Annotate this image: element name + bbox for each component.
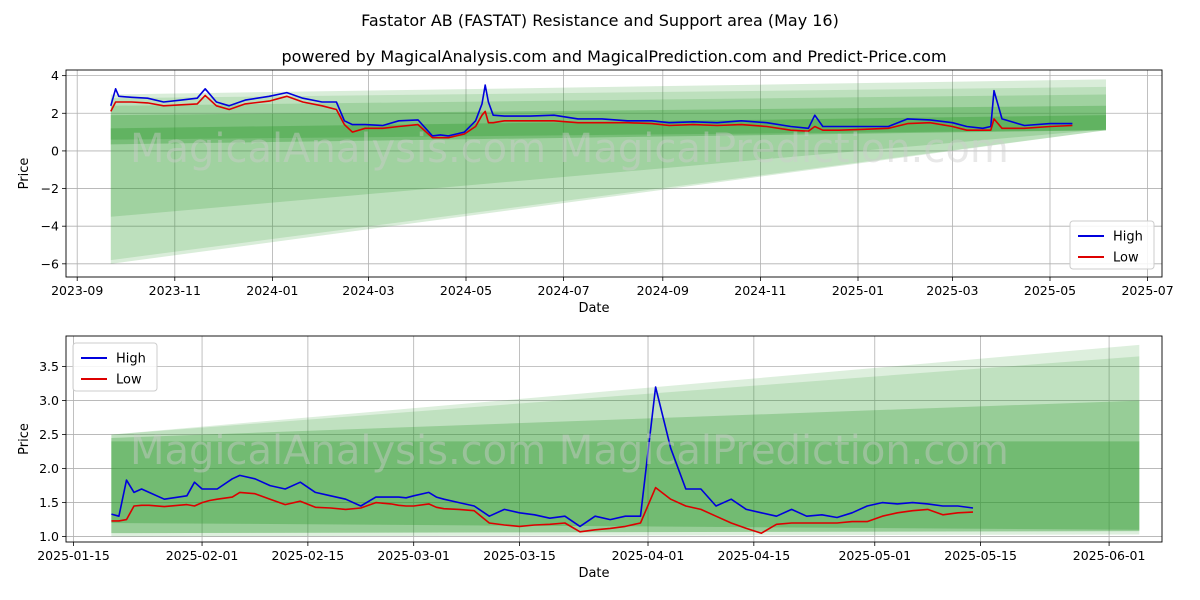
- y-axis-label: Price: [17, 423, 32, 455]
- legend-label-high: High: [116, 352, 146, 367]
- y-tick-label: 0: [51, 143, 59, 158]
- plot-frame: [65, 335, 1163, 543]
- bottom-panel: 2025-01-15 2025-02-01 2025-02-15 2025-03-01…: [17, 335, 1163, 581]
- y-tick-label: 1.0: [39, 529, 59, 544]
- x-tick-label: 2024-05: [440, 283, 492, 298]
- x-tick-label: 2025-05-15: [944, 548, 1017, 563]
- legend-box: [72, 342, 158, 392]
- x-tick-label: 2024-09: [637, 283, 689, 298]
- x-tick-label: 2025-05-01: [838, 548, 911, 563]
- x-tick-label: 2025-07: [1121, 283, 1173, 298]
- x-tick-label: 2025-03-15: [483, 548, 556, 563]
- top-panel: 2023-09 2023-11 2024-01 2024-03 2024-05 2024-…: [17, 68, 1174, 316]
- x-tick-label: 2025-02-01: [166, 548, 239, 563]
- x-tick-label: 2024-03: [342, 283, 394, 298]
- x-tick-label: 2023-09: [51, 283, 103, 298]
- support-resistance-band: [111, 344, 1140, 537]
- x-tick-label: 2025-04-01: [612, 548, 685, 563]
- legend-label-low: Low: [116, 373, 142, 388]
- x-axis-label: Date: [578, 566, 609, 581]
- chart-subtitle: powered by MagicalAnalysis.com and Magic…: [281, 47, 946, 66]
- legend-label-low: Low: [1113, 251, 1139, 266]
- y-tick-label: −4: [41, 219, 59, 234]
- legend: High Low: [72, 342, 158, 392]
- legend-box: [1069, 220, 1155, 270]
- y-tick-label: −2: [41, 181, 59, 196]
- y-tick-label: −6: [41, 256, 59, 271]
- x-tick-label: 2025-04-15: [718, 548, 791, 563]
- watermark-top: MagicalAnalysis.com MagicalPrediction.co…: [130, 126, 1009, 172]
- y-tick-label: 2.0: [39, 461, 59, 476]
- y-tick-label: 3.5: [39, 359, 59, 374]
- y-axis-label: Price: [17, 158, 32, 190]
- legend: High Low: [1069, 220, 1155, 270]
- x-tick-label: 2023-11: [149, 283, 201, 298]
- support-resistance-band: [111, 441, 1140, 530]
- y-tick-label: 2: [51, 106, 59, 121]
- x-tick-label: 2025-02-15: [272, 548, 345, 563]
- x-tick-label: 2024-11: [734, 283, 786, 298]
- x-tick-label: 2025-01-15: [37, 548, 110, 563]
- y-tick-label: 2.5: [39, 427, 59, 442]
- x-axis-label: Date: [578, 301, 609, 316]
- high-series-line: [110, 84, 1073, 137]
- y-tick-label: 1.5: [39, 495, 59, 510]
- plot-frame: [65, 69, 1163, 278]
- support-resistance-band: [110, 79, 1107, 264]
- y-tick-label: 3.0: [39, 393, 59, 408]
- x-tick-label: 2025-03: [926, 283, 978, 298]
- low-series-line: [110, 94, 1073, 139]
- support-resistance-band: [111, 356, 1140, 534]
- x-tick-label: 2025-06-01: [1073, 548, 1146, 563]
- band-group: [111, 344, 1140, 537]
- series-group: [110, 84, 1073, 139]
- series-group: [111, 386, 974, 535]
- chart-title: Fastator AB (FASTAT) Resistance and Supp…: [361, 11, 839, 30]
- x-tick-label: 2024-07: [537, 283, 589, 298]
- support-resistance-band: [110, 115, 1107, 145]
- support-resistance-band: [111, 400, 1140, 534]
- legend-label-high: High: [1113, 230, 1143, 245]
- x-tick-label: 2024-01: [246, 283, 298, 298]
- x-tick-label: 2025-01: [832, 283, 884, 298]
- watermark-bottom: MagicalAnalysis.com MagicalPrediction.co…: [130, 428, 1009, 474]
- low-series-line: [111, 486, 974, 535]
- x-tick-label: 2025-03-01: [377, 548, 450, 563]
- high-series-line: [111, 386, 974, 528]
- y-tick-label: 4: [51, 68, 59, 83]
- x-tick-label: 2025-05: [1024, 283, 1076, 298]
